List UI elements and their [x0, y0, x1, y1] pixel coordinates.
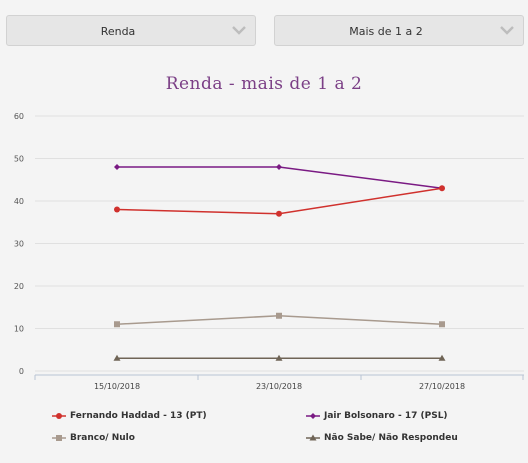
legend-marker-icon — [306, 434, 320, 441]
x-tick-label: 23/10/2018 — [256, 382, 302, 391]
chart-title: Renda - mais de 1 a 2 — [165, 74, 363, 94]
x-tick-label: 15/10/2018 — [94, 382, 140, 391]
data-point-series-3 — [113, 354, 121, 361]
legend-item[interactable]: Fernando Haddad - 13 (PT) — [52, 411, 207, 421]
y-tick-label: 50 — [14, 155, 24, 164]
legend-label: Jair Bolsonaro - 17 (PSL) — [324, 411, 448, 421]
data-point-series-3 — [275, 354, 283, 361]
y-tick-label: 40 — [14, 197, 24, 206]
data-point-series-0 — [114, 206, 120, 213]
data-point-series-2 — [276, 312, 282, 319]
legend-label: Fernando Haddad - 13 (PT) — [70, 411, 207, 421]
data-point-series-2 — [439, 321, 445, 328]
data-point-series-0 — [439, 185, 445, 192]
x-tick-label: 27/10/2018 — [419, 382, 465, 391]
legend-marker-icon — [52, 413, 66, 419]
data-point-series-1 — [114, 164, 120, 170]
data-point-series-2 — [114, 321, 120, 328]
y-tick-label: 0 — [19, 367, 24, 376]
income-filter-value: Renda — [100, 25, 136, 38]
legend-label: Branco/ Nulo — [70, 433, 135, 443]
series-line-1 — [117, 166, 443, 189]
y-tick-label: 10 — [14, 325, 24, 334]
y-tick-label: 30 — [14, 240, 24, 249]
legend-item[interactable]: Não Sabe/ Não Respondeu — [306, 433, 458, 443]
legend-item[interactable]: Jair Bolsonaro - 17 (PSL) — [306, 411, 448, 421]
legend-marker-icon — [52, 435, 66, 441]
data-point-series-3 — [438, 354, 446, 361]
data-point-series-1 — [276, 164, 282, 170]
y-tick-label: 60 — [14, 112, 24, 121]
legend-item[interactable]: Branco/ Nulo — [52, 433, 135, 443]
chevron-down-icon — [500, 26, 514, 35]
y-tick-label: 20 — [14, 282, 24, 291]
income-range-select[interactable]: Mais de 1 a 2 — [274, 15, 524, 46]
line-chart: 0 10 20 30 40 50 60 15/10/2018 23/10/2018 27/10/2… — [14, 112, 524, 391]
income-range-value: Mais de 1 a 2 — [349, 25, 423, 38]
income-filter-select[interactable]: Renda — [6, 15, 256, 46]
data-point-series-0 — [276, 210, 282, 217]
chevron-down-icon — [232, 26, 246, 35]
legend-marker-icon — [306, 413, 320, 419]
legend-label: Não Sabe/ Não Respondeu — [324, 433, 458, 443]
